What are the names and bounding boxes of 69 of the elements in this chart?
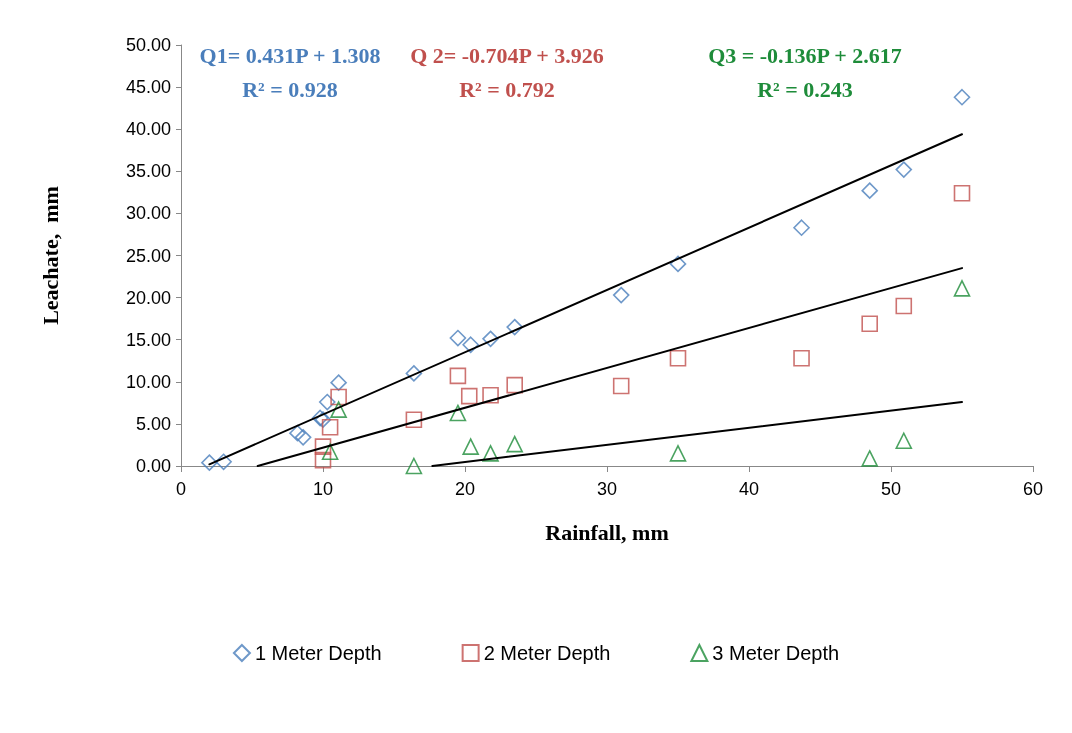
y-tick-label: 0.00 xyxy=(135,456,171,476)
point xyxy=(405,457,423,475)
point xyxy=(462,438,479,455)
point xyxy=(405,411,423,428)
point xyxy=(953,280,971,297)
point xyxy=(953,88,971,106)
legend-label: 2 Meter Depth xyxy=(483,642,611,664)
point xyxy=(330,374,347,391)
y-tick-label: 35.00 xyxy=(125,161,171,182)
point xyxy=(314,438,332,455)
y-tick-label: 40.00 xyxy=(125,119,171,140)
point xyxy=(201,454,218,471)
point xyxy=(861,450,878,467)
point xyxy=(449,329,467,347)
point xyxy=(953,184,971,202)
point xyxy=(449,404,467,422)
point xyxy=(314,451,332,469)
point xyxy=(793,349,810,367)
y-tick-label: 50.00 xyxy=(125,35,171,55)
point xyxy=(482,445,499,462)
point xyxy=(669,255,687,273)
annotation: Q 2= -0.704P + 3.926 R² = 0.792 xyxy=(410,42,604,102)
point xyxy=(895,297,913,315)
point xyxy=(612,286,630,304)
x-tick-label: 30 xyxy=(596,479,618,499)
point xyxy=(405,365,423,382)
point xyxy=(318,393,336,411)
legend-label: 3 Meter Depth xyxy=(712,642,840,664)
point xyxy=(289,424,306,442)
point xyxy=(861,315,878,332)
point xyxy=(294,429,312,446)
point xyxy=(321,418,339,436)
point xyxy=(460,387,478,405)
x-tick-label: 60 xyxy=(1022,479,1044,499)
point xyxy=(669,349,687,367)
y-tick-label: 5.00 xyxy=(135,413,171,434)
y-tick-label: 25.00 xyxy=(125,245,171,266)
point xyxy=(330,401,347,418)
point xyxy=(669,445,687,462)
point xyxy=(330,388,347,406)
point xyxy=(861,182,878,199)
point xyxy=(895,161,913,178)
point xyxy=(506,318,523,336)
x-tick-label: 0 xyxy=(175,479,187,499)
y-tick-label: 20.00 xyxy=(125,287,171,308)
point xyxy=(506,376,523,394)
point xyxy=(482,386,499,404)
point xyxy=(506,435,523,453)
annotation: Q1= 0.431P + 1.308 R² = 0.928 xyxy=(199,42,381,102)
point xyxy=(482,330,499,348)
point xyxy=(449,367,467,385)
x-tick-label: 40 xyxy=(738,479,760,499)
point xyxy=(321,443,339,460)
y-tick-label: 30.00 xyxy=(125,203,171,224)
x-tick-label: 50 xyxy=(880,479,902,499)
x-tick-label: 10 xyxy=(312,479,334,499)
y-tick-label: 15.00 xyxy=(125,329,171,350)
point xyxy=(215,453,232,471)
x-axis-title: Rainfall, mm xyxy=(545,519,669,545)
point xyxy=(612,377,630,395)
point xyxy=(462,336,479,354)
point xyxy=(793,219,810,237)
y-axis-title: Leachate, mm xyxy=(37,186,63,325)
annotation: Q3 = -0.136P + 2.617 R² = 0.243 xyxy=(708,42,902,102)
y-tick-label: 45.00 xyxy=(125,77,171,98)
x-tick-label: 20 xyxy=(454,479,476,499)
y-tick-label: 10.00 xyxy=(125,371,171,392)
point xyxy=(895,432,913,450)
legend-label: 1 Meter Depth xyxy=(254,642,382,664)
